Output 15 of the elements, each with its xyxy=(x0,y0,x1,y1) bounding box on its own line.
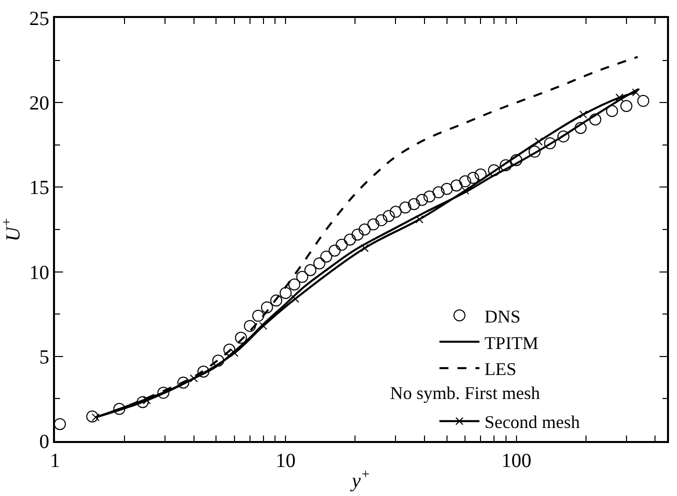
y-tick-label: 25 xyxy=(29,8,50,30)
x-axis-title: y$^{+}$ xyxy=(350,467,370,492)
y-tick-label: 10 xyxy=(29,262,50,284)
y-tick-label: 5 xyxy=(39,346,50,368)
legend-label: LES xyxy=(484,359,516,380)
legend-label: Second mesh xyxy=(484,412,580,432)
x-tick-label: 10 xyxy=(276,450,296,472)
y-tick-label: 0 xyxy=(39,431,50,453)
legend-label: DNS xyxy=(484,306,520,326)
y-tick-label: 20 xyxy=(29,92,50,115)
legend-label: TPITM xyxy=(484,332,538,353)
x-tick-label: 1 xyxy=(50,450,60,472)
annotation: No symb. First mesh xyxy=(390,383,540,403)
x-tick-label: 100 xyxy=(501,450,532,472)
y-tick-label: 15 xyxy=(29,177,50,200)
